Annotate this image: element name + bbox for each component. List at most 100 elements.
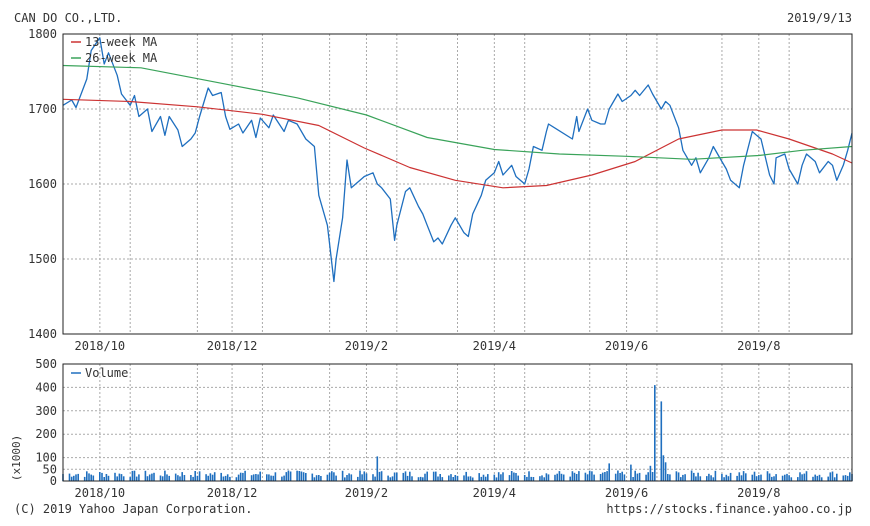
- volume-bar: [706, 476, 708, 481]
- volume-bar: [181, 472, 183, 481]
- volume-bar: [99, 472, 101, 481]
- volume-bar: [86, 471, 88, 481]
- volume-bar: [645, 474, 647, 481]
- volume-bar-spike: [287, 470, 290, 481]
- volume-bar: [83, 476, 86, 481]
- price-x-tick-label: 2019/4: [473, 339, 516, 353]
- volume-bar: [432, 471, 435, 481]
- volume-bar: [357, 476, 359, 481]
- volume-bar: [148, 474, 151, 481]
- volume-bar: [198, 471, 201, 481]
- volume-bar: [285, 472, 288, 481]
- volume-bar: [135, 476, 138, 481]
- volume-bar: [831, 471, 834, 481]
- volume-bar: [467, 476, 470, 481]
- volume-bar: [153, 472, 155, 481]
- volume-bar: [786, 473, 788, 481]
- volume-bar: [738, 472, 741, 481]
- volume-bar-spike: [660, 401, 663, 481]
- volume-bar: [803, 473, 806, 481]
- volume-bar: [116, 476, 118, 481]
- volume-bar: [298, 471, 301, 481]
- volume-bar: [545, 473, 548, 481]
- volume-bar: [463, 475, 465, 481]
- volume-bar: [736, 475, 738, 481]
- volume-bar: [623, 474, 626, 481]
- volume-bar: [456, 475, 459, 481]
- chart-date: 2019/9/13: [786, 11, 852, 25]
- copyright-text: (C) 2019 Yahoo Japan Corporation.: [14, 502, 253, 516]
- volume-bar: [508, 475, 511, 481]
- volume-bar: [539, 476, 541, 481]
- volume-bar: [833, 477, 836, 481]
- volume-bar: [244, 470, 246, 481]
- volume-bar: [439, 474, 441, 481]
- volume-bar: [619, 473, 621, 481]
- volume-bar: [380, 471, 383, 481]
- volume-bar: [105, 474, 108, 481]
- volume-bar: [482, 474, 485, 481]
- volume-bar: [393, 472, 396, 481]
- volume-bar: [781, 475, 784, 481]
- volume-bar-spike: [630, 464, 632, 481]
- volume-bar: [588, 470, 591, 481]
- volume-bar: [450, 474, 452, 481]
- volume-bar: [745, 473, 747, 481]
- volume-bar: [528, 471, 530, 481]
- volume-bar: [268, 474, 270, 481]
- volume-bar: [693, 472, 695, 481]
- price-y-tick-label: 1500: [28, 252, 57, 266]
- volume-bar: [554, 474, 556, 481]
- volume-bar: [755, 476, 758, 481]
- volume-bar: [378, 471, 381, 481]
- volume-bar: [478, 473, 480, 481]
- volume-bar: [753, 471, 756, 481]
- volume-bar: [166, 474, 168, 481]
- volume-bar-spike: [608, 463, 610, 481]
- volume-bar: [389, 477, 392, 481]
- volume-x-tick-label: 2019/8: [737, 486, 780, 500]
- volume-bar: [441, 477, 444, 481]
- volume-bar: [513, 472, 515, 481]
- volume-plot-frame: [62, 363, 853, 482]
- volume-bar: [684, 474, 686, 481]
- volume-bar: [90, 474, 92, 481]
- volume-bar: [411, 476, 413, 481]
- volume-bar: [88, 473, 90, 481]
- volume-bar: [315, 475, 318, 481]
- volume-bar: [680, 477, 682, 481]
- volume-bar: [530, 476, 532, 481]
- volume-bar: [721, 473, 723, 481]
- volume-bar: [729, 472, 732, 481]
- volume-bar: [435, 471, 437, 481]
- volume-y-tick-label: 50: [43, 462, 57, 476]
- volume-bar: [682, 474, 684, 481]
- volume-bar: [562, 474, 565, 481]
- volume-bar: [541, 475, 543, 481]
- volume-bar: [799, 472, 801, 481]
- volume-bar: [636, 473, 639, 481]
- volume-bar: [239, 472, 242, 481]
- volume-y-tick-label: 400: [35, 380, 57, 394]
- volume-bar: [402, 472, 405, 481]
- volume-bar: [849, 472, 851, 481]
- volume-bar: [712, 477, 715, 481]
- volume-bar: [235, 477, 238, 481]
- price-x-tick-label: 2019/2: [345, 339, 388, 353]
- volume-bar: [584, 472, 587, 481]
- volume-bar: [784, 474, 786, 481]
- volume-bar: [237, 474, 240, 481]
- volume-bar: [207, 475, 209, 481]
- volume-bar: [296, 470, 298, 481]
- volume-bar: [120, 474, 123, 481]
- volume-bar: [742, 471, 745, 481]
- volume-bar: [695, 476, 697, 481]
- volume-bar: [790, 477, 793, 481]
- volume-bar: [252, 474, 255, 481]
- volume-bar: [697, 472, 699, 481]
- volume-bar: [257, 474, 259, 481]
- volume-bar: [647, 472, 649, 481]
- volume-bar: [396, 472, 398, 481]
- volume-bar: [591, 471, 593, 481]
- volume-bar: [259, 471, 261, 481]
